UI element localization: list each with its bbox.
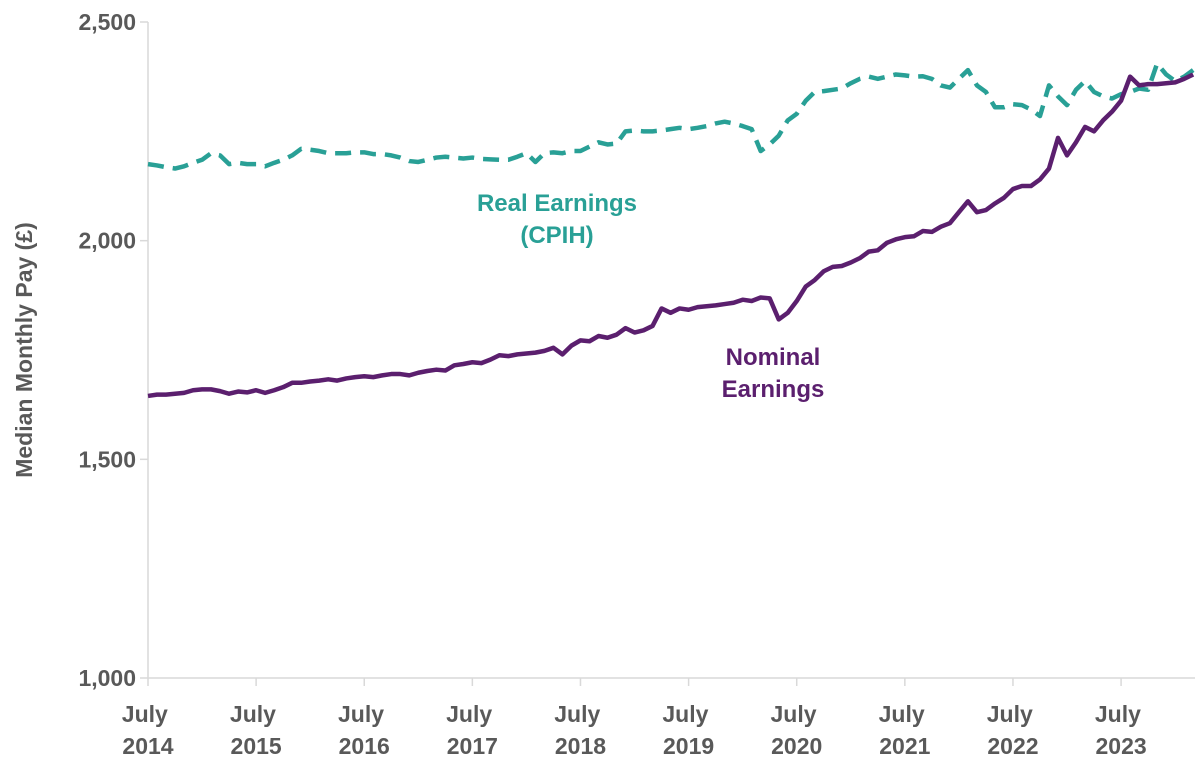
x-tick-label: July 2015 [230, 701, 282, 757]
y-axis-label: Median Monthly Pay (£) [11, 222, 37, 478]
annotation: Nominal [726, 344, 821, 371]
y-tick-label: 2,000 [78, 228, 136, 254]
x-tick-label: July 2017 [446, 701, 498, 757]
x-tick-label: July 2016 [338, 701, 390, 757]
x-tick-label: July 2023 [1095, 701, 1147, 757]
y-tick-label: 1,500 [78, 446, 136, 472]
x-tick-label: July 2019 [662, 701, 714, 757]
annotation: (CPIH) [520, 222, 593, 249]
annotation: Real Earnings [477, 190, 637, 217]
y-tick-label: 1,000 [78, 665, 136, 691]
y-tick-label: 2,500 [78, 9, 136, 35]
x-tick-label: July 2022 [987, 701, 1039, 757]
series-line [147, 61, 1195, 171]
x-tick-label: July 2014 [122, 701, 174, 757]
x-tick-label: July 2018 [554, 701, 606, 757]
x-tick-label: July 2021 [879, 701, 931, 757]
annotation: Earnings [722, 376, 825, 403]
x-tick-label: July 2020 [771, 701, 823, 757]
series-line [147, 72, 1195, 399]
